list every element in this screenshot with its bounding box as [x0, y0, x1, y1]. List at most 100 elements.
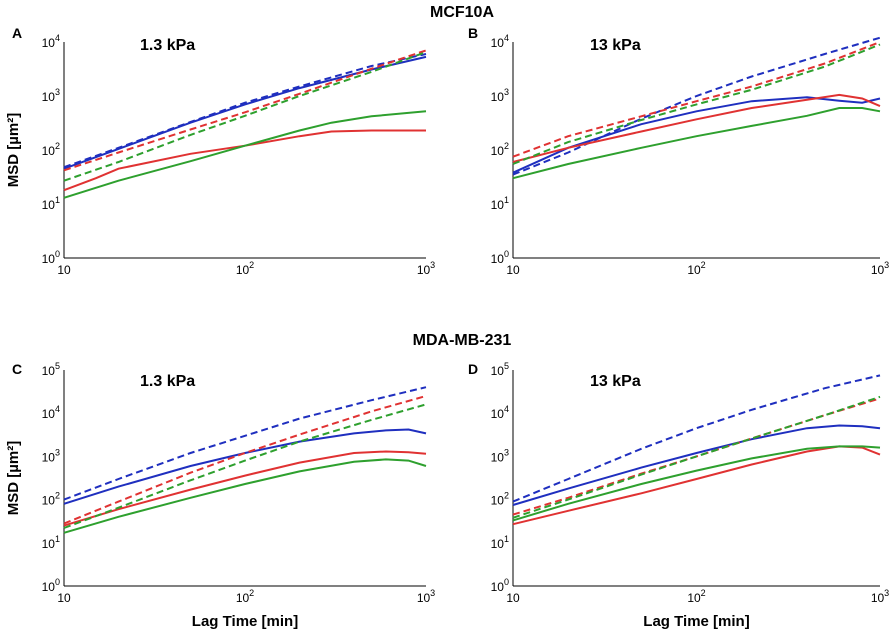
x-tick-label-base: 10	[506, 263, 520, 277]
y-tick-label-base: 10	[491, 364, 505, 378]
x-tick-label: 103	[871, 260, 889, 277]
x-tick-label-base: 10	[871, 263, 885, 277]
series-line-blue-dashed	[512, 374, 881, 503]
y-tick-label: 102	[42, 141, 60, 158]
x-tick-label: 10	[506, 263, 520, 277]
series-line-green-dashed	[63, 51, 427, 182]
y-tick-label: 102	[491, 491, 509, 508]
x-tick-label-exponent: 2	[701, 260, 706, 270]
y-tick-label-exponent: 2	[55, 141, 60, 151]
y-tick-label-base: 10	[491, 252, 505, 266]
series-line-green-solid	[63, 110, 427, 199]
y-tick-label: 102	[42, 491, 60, 508]
y-tick-label: 105	[491, 361, 509, 378]
y-tick-label-exponent: 3	[504, 87, 509, 97]
y-tick-label: 102	[491, 141, 509, 158]
y-tick-label-exponent: 4	[504, 33, 509, 43]
row-title-mdamb231: MDA-MB-231	[413, 332, 512, 349]
y-tick-label-exponent: 3	[55, 87, 60, 97]
y-tick-label-exponent: 5	[55, 361, 60, 371]
y-tick-label-exponent: 1	[504, 534, 509, 544]
x-tick-label-exponent: 2	[249, 260, 254, 270]
y-axis-title: MSD [µm²]	[5, 113, 22, 187]
x-tick-label-base: 10	[506, 591, 520, 605]
y-axis-title: MSD [µm²]	[5, 441, 22, 515]
y-tick-label: 103	[491, 87, 509, 104]
y-tick-label-base: 10	[491, 450, 505, 464]
x-tick-label-exponent: 2	[249, 588, 254, 598]
y-tick-label-exponent: 2	[504, 141, 509, 151]
y-tick-label-exponent: 2	[504, 491, 509, 501]
y-tick-label-base: 10	[42, 36, 56, 50]
y-tick-label-exponent: 0	[55, 577, 60, 587]
y-tick-label: 101	[42, 195, 60, 212]
y-tick-label-exponent: 0	[504, 249, 509, 259]
y-tick-label: 101	[491, 534, 509, 551]
y-tick-label-base: 10	[491, 198, 505, 212]
series-line-green-solid	[512, 107, 881, 180]
x-tick-label-base: 10	[417, 591, 431, 605]
y-tick-label-base: 10	[42, 144, 56, 158]
x-tick-label-base: 10	[57, 591, 71, 605]
y-tick-label-base: 10	[491, 144, 505, 158]
panel-letter: A	[12, 25, 22, 41]
y-tick-label: 105	[42, 361, 60, 378]
y-tick-label: 104	[42, 404, 60, 421]
chart-title: 13 kPa	[590, 373, 641, 390]
series-line-green-solid	[512, 445, 881, 522]
y-tick-label: 101	[491, 195, 509, 212]
y-tick-label: 104	[491, 404, 509, 421]
y-tick-label: 100	[491, 577, 509, 594]
panel-letter: B	[468, 25, 478, 41]
y-tick-label-base: 10	[491, 90, 505, 104]
x-tick-label: 102	[687, 260, 705, 277]
y-tick-label-base: 10	[42, 494, 56, 508]
x-tick-label-exponent: 3	[430, 260, 435, 270]
y-tick-label-exponent: 0	[504, 577, 509, 587]
x-axis-title: Lag Time [min]	[192, 613, 298, 630]
y-tick-label-exponent: 1	[504, 195, 509, 205]
y-tick-label: 101	[42, 534, 60, 551]
y-tick-label: 103	[491, 447, 509, 464]
series-line-blue-solid	[512, 424, 881, 506]
series-line-red-solid	[512, 93, 881, 163]
x-tick-label: 10	[57, 591, 71, 605]
y-tick-label-exponent: 3	[55, 447, 60, 457]
y-tick-label-base: 10	[42, 90, 56, 104]
series-line-red-dashed	[512, 41, 881, 158]
chart-title: 13 kPa	[590, 37, 641, 54]
x-tick-label: 10	[506, 591, 520, 605]
y-tick-label: 100	[42, 249, 60, 266]
y-tick-label-base: 10	[42, 198, 56, 212]
y-tick-label-exponent: 5	[504, 361, 509, 371]
x-tick-label-base: 10	[871, 591, 885, 605]
x-tick-label: 102	[687, 588, 705, 605]
chart-title: 1.3 kPa	[140, 37, 195, 54]
y-tick-label-base: 10	[42, 450, 56, 464]
y-tick-label-base: 10	[491, 580, 505, 594]
y-tick-label: 100	[491, 249, 509, 266]
series-line-blue-dashed	[63, 386, 427, 501]
series-line-green-dashed	[512, 395, 881, 519]
panel-letter: D	[468, 361, 478, 377]
y-tick-label-base: 10	[491, 494, 505, 508]
y-tick-label-base: 10	[491, 537, 505, 551]
x-tick-label-exponent: 3	[884, 260, 889, 270]
x-tick-label: 103	[417, 588, 435, 605]
series-line-blue-dashed	[63, 53, 427, 169]
series-line-green-dashed	[63, 403, 427, 529]
series-line-red-dashed	[63, 49, 427, 172]
y-tick-label-base: 10	[491, 36, 505, 50]
y-tick-label-exponent: 3	[504, 447, 509, 457]
x-tick-label: 102	[236, 588, 254, 605]
chart-title: 1.3 kPa	[140, 373, 195, 390]
series-line-red-solid	[63, 450, 427, 527]
y-tick-label-exponent: 4	[55, 33, 60, 43]
y-tick-label: 104	[42, 33, 60, 50]
y-tick-label: 104	[491, 33, 509, 50]
